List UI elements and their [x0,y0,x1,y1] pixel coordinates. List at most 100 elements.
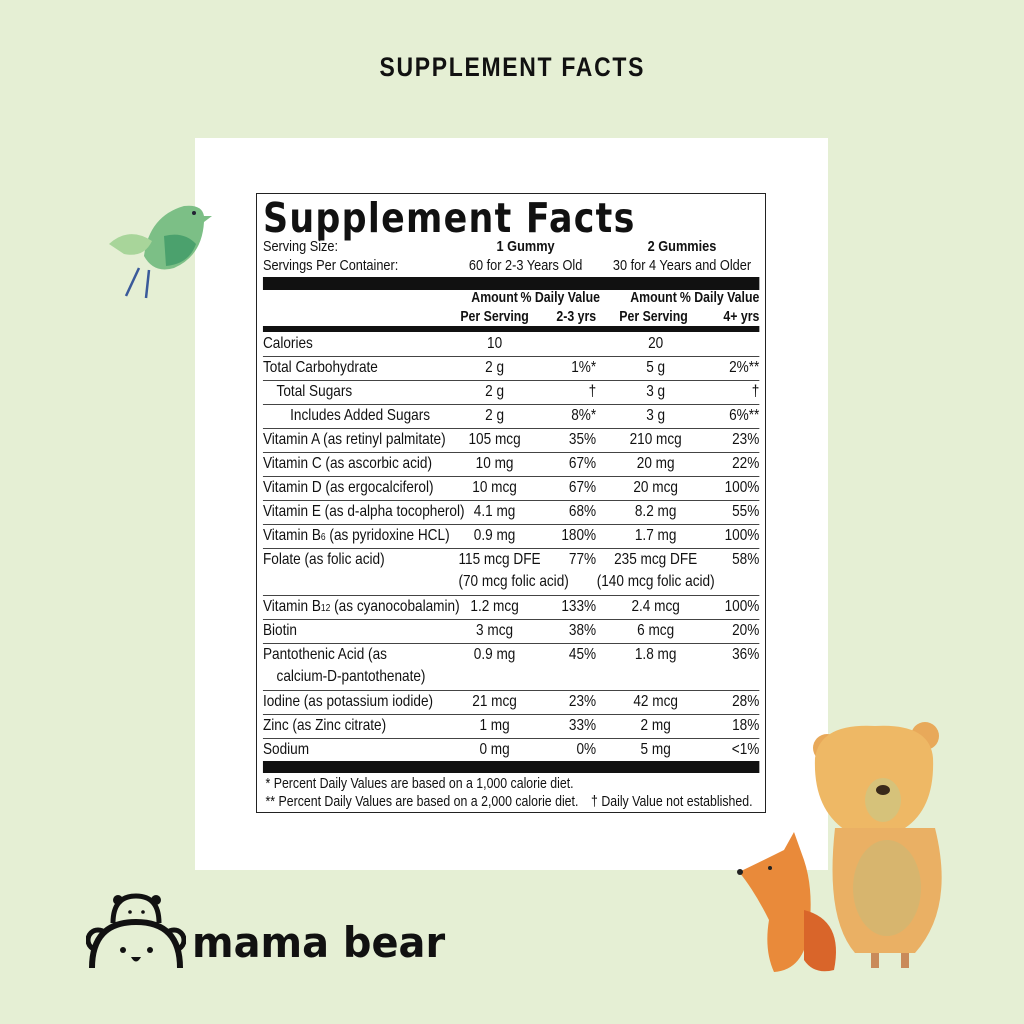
amount-2-3-yrs: 21 mcg [472,693,517,710]
nutrient-name: Vitamin A (as retinyl palmitate) [262,431,446,448]
amount-4-plus-yrs: 210 mcg [629,431,682,448]
nutrient-name: Vitamin B12 (as cyanocobalamin) [262,598,460,615]
daily-value-2-3-yrs: 0% [576,741,597,758]
amount-4-plus-yrs: 1.7 mg [634,527,677,544]
daily-value-2-3-yrs: 133% [561,598,597,615]
daily-value-4-plus-yrs: 18% [732,717,760,734]
daily-value-4-plus-yrs: <1% [731,741,760,758]
daily-value-4-plus-yrs: 58% [732,551,760,568]
nutrient-name: Calories [262,335,313,352]
amount-2-3-yrs: 3 mcg [476,622,514,639]
amount-4-plus-yrs: 20 mg [636,455,675,472]
nutrient-name: Vitamin E (as d-alpha tocopherol) [262,503,465,520]
daily-value-2-3-yrs: † [588,383,597,400]
amount-4-plus-yrs: 3 g [646,383,666,400]
table-row: Pantothenic Acid (as calcium-D-pantothena… [262,644,760,691]
daily-value-4-plus-yrs: 100% [724,479,760,496]
table-row: Zinc (as Zinc citrate) 1 mg 33% 2 mg 18% [262,715,760,739]
serving-2: 2 Gummies [647,238,717,255]
nutrient-table: Calories 10 20 Total Carbohydrate 2 g 1%* 5 g 2… [262,333,760,762]
daily-value-2-3-yrs: 67% [568,455,597,472]
nutrient-name: Includes Added Sugars [290,407,431,424]
daily-value-4-plus-yrs: 100% [724,527,760,544]
amount-4-plus-yrs: 3 g [646,407,666,424]
footnote-1: * Percent Daily Values are based on a 1,… [265,776,574,792]
table-row: Total Carbohydrate 2 g 1%* 5 g 2%** [262,357,760,381]
daily-value-4-plus-yrs: 20% [732,622,760,639]
table-row: Calories 10 20 [262,333,760,357]
amount-4-plus-yrs: 2.4 mcg [631,598,680,615]
nutrient-name: Folate (as folic acid) [262,551,385,568]
daily-value-4-plus-yrs: 55% [732,503,760,520]
table-row: Vitamin B6 (as pyridoxine HCL) 0.9 mg 180%… [262,525,760,549]
amount-4-plus-yrs: 6 mcg [637,622,675,639]
daily-value-2-3-yrs [531,333,596,356]
table-row: Vitamin D (as ergocalciferol) 10 mcg 67% 20… [262,477,760,501]
bear-logo-icon [86,893,186,969]
amount-2-3-yrs: 1.2 mcg [470,598,519,615]
nutrient-name: Total Sugars [276,383,353,400]
bird-illustration-icon [109,205,212,299]
table-row: Folate (as folic acid) 115 mcg DFE (70 mcg… [262,549,760,596]
amount-4-plus-yrs: 20 [648,335,664,352]
daily-value-4-plus-yrs [715,333,759,356]
serving-1: 1 Gummy [496,238,555,255]
amount-4-plus-yrs: 8.2 mg [634,503,677,520]
nutrient-name: Biotin [262,622,297,639]
amount-2-3-yrs: 2 g [485,407,505,424]
header-dv-1: % Daily Value 2-3 yrs [520,290,600,325]
daily-value-2-3-yrs: 38% [568,622,597,639]
daily-value-2-3-yrs: 77% [568,551,597,568]
daily-value-4-plus-yrs: 100% [724,598,760,615]
daily-value-4-plus-yrs: 28% [732,693,760,710]
amount-2-3-yrs: 115 mcg DFE (70 mcg folic acid) [458,551,569,590]
amount-4-plus-yrs: 20 mcg [633,479,678,496]
table-row: Vitamin A (as retinyl palmitate) 105 mcg 3… [262,429,760,453]
daily-value-2-3-yrs: 68% [568,503,597,520]
table-row: Vitamin C (as ascorbic acid) 10 mg 67% 20 m… [262,453,760,477]
amount-2-3-yrs: 2 g [485,359,505,376]
serving-size-label: Serving Size: [262,238,339,255]
daily-value-2-3-yrs: 180% [561,527,597,544]
amount-2-3-yrs: 10 mg [475,455,514,472]
nutrient-name: Sodium [262,741,310,758]
servings-per-container-label: Servings Per Container: [262,257,399,274]
daily-value-4-plus-yrs: † [751,383,760,400]
brand-name: mama bear [192,918,446,967]
amount-4-plus-yrs: 1.8 mg [634,646,677,663]
table-row: Includes Added Sugars 2 g 8%* 3 g 6%** [262,405,760,429]
table-row: Biotin 3 mcg 38% 6 mcg 20% [262,620,760,644]
supplement-facts-label: Supplement Facts Serving Size: Servings … [256,193,766,813]
daily-value-4-plus-yrs: 2%** [729,359,760,376]
daily-value-2-3-yrs: 23% [568,693,597,710]
amount-2-3-yrs: 1 mg [479,717,510,734]
amount-2-3-yrs: 10 mcg [472,479,517,496]
medium-divider [262,326,760,332]
amount-4-plus-yrs: 5 g [646,359,666,376]
amount-4-plus-yrs: 235 mcg DFE (140 mcg folic acid) [596,551,715,590]
table-row: Vitamin E (as d-alpha tocopherol) 4.1 mg 6… [262,501,760,525]
amount-2-3-yrs: 0 mg [479,741,510,758]
daily-value-2-3-yrs: 8%* [571,407,597,424]
daily-value-4-plus-yrs: 36% [732,646,760,663]
table-row: Vitamin B12 (as cyanocobalamin) 1.2 mcg 13… [262,596,760,620]
daily-value-4-plus-yrs: 23% [732,431,760,448]
amount-2-3-yrs: 4.1 mg [473,503,516,520]
nutrient-name: Total Carbohydrate [262,359,378,376]
daily-value-2-3-yrs: 1%* [571,359,597,376]
nutrient-name: Pantothenic Acid (as calcium-D-pantothena… [262,646,426,685]
amount-2-3-yrs: 0.9 mg [473,527,516,544]
daily-value-2-3-yrs: 33% [568,717,597,734]
servings-2: 30 for 4 Years and Older [612,257,752,274]
header-dv-2: % Daily Value 4+ yrs [679,290,760,325]
amount-2-3-yrs: 0.9 mg [473,646,516,663]
amount-4-plus-yrs: 5 mg [640,741,671,758]
thick-divider [262,277,760,290]
bottom-divider [262,761,760,773]
footnote-2: ** Percent Daily Values are based on a 2… [265,794,579,810]
amount-4-plus-yrs: 2 mg [640,717,671,734]
amount-2-3-yrs: 2 g [485,383,505,400]
amount-2-3-yrs: 105 mcg [468,431,521,448]
label-title: Supplement Facts [262,194,636,242]
amount-4-plus-yrs: 42 mcg [633,693,678,710]
